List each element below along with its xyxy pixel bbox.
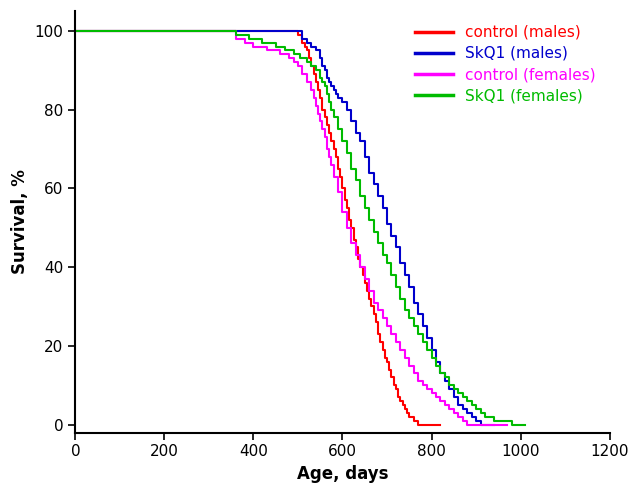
Y-axis label: Survival, %: Survival, % bbox=[11, 169, 29, 274]
Legend: control (males), SkQ1 (males), control (females), SkQ1 (females): control (males), SkQ1 (males), control (… bbox=[409, 19, 602, 109]
X-axis label: Age, days: Age, days bbox=[297, 465, 388, 483]
